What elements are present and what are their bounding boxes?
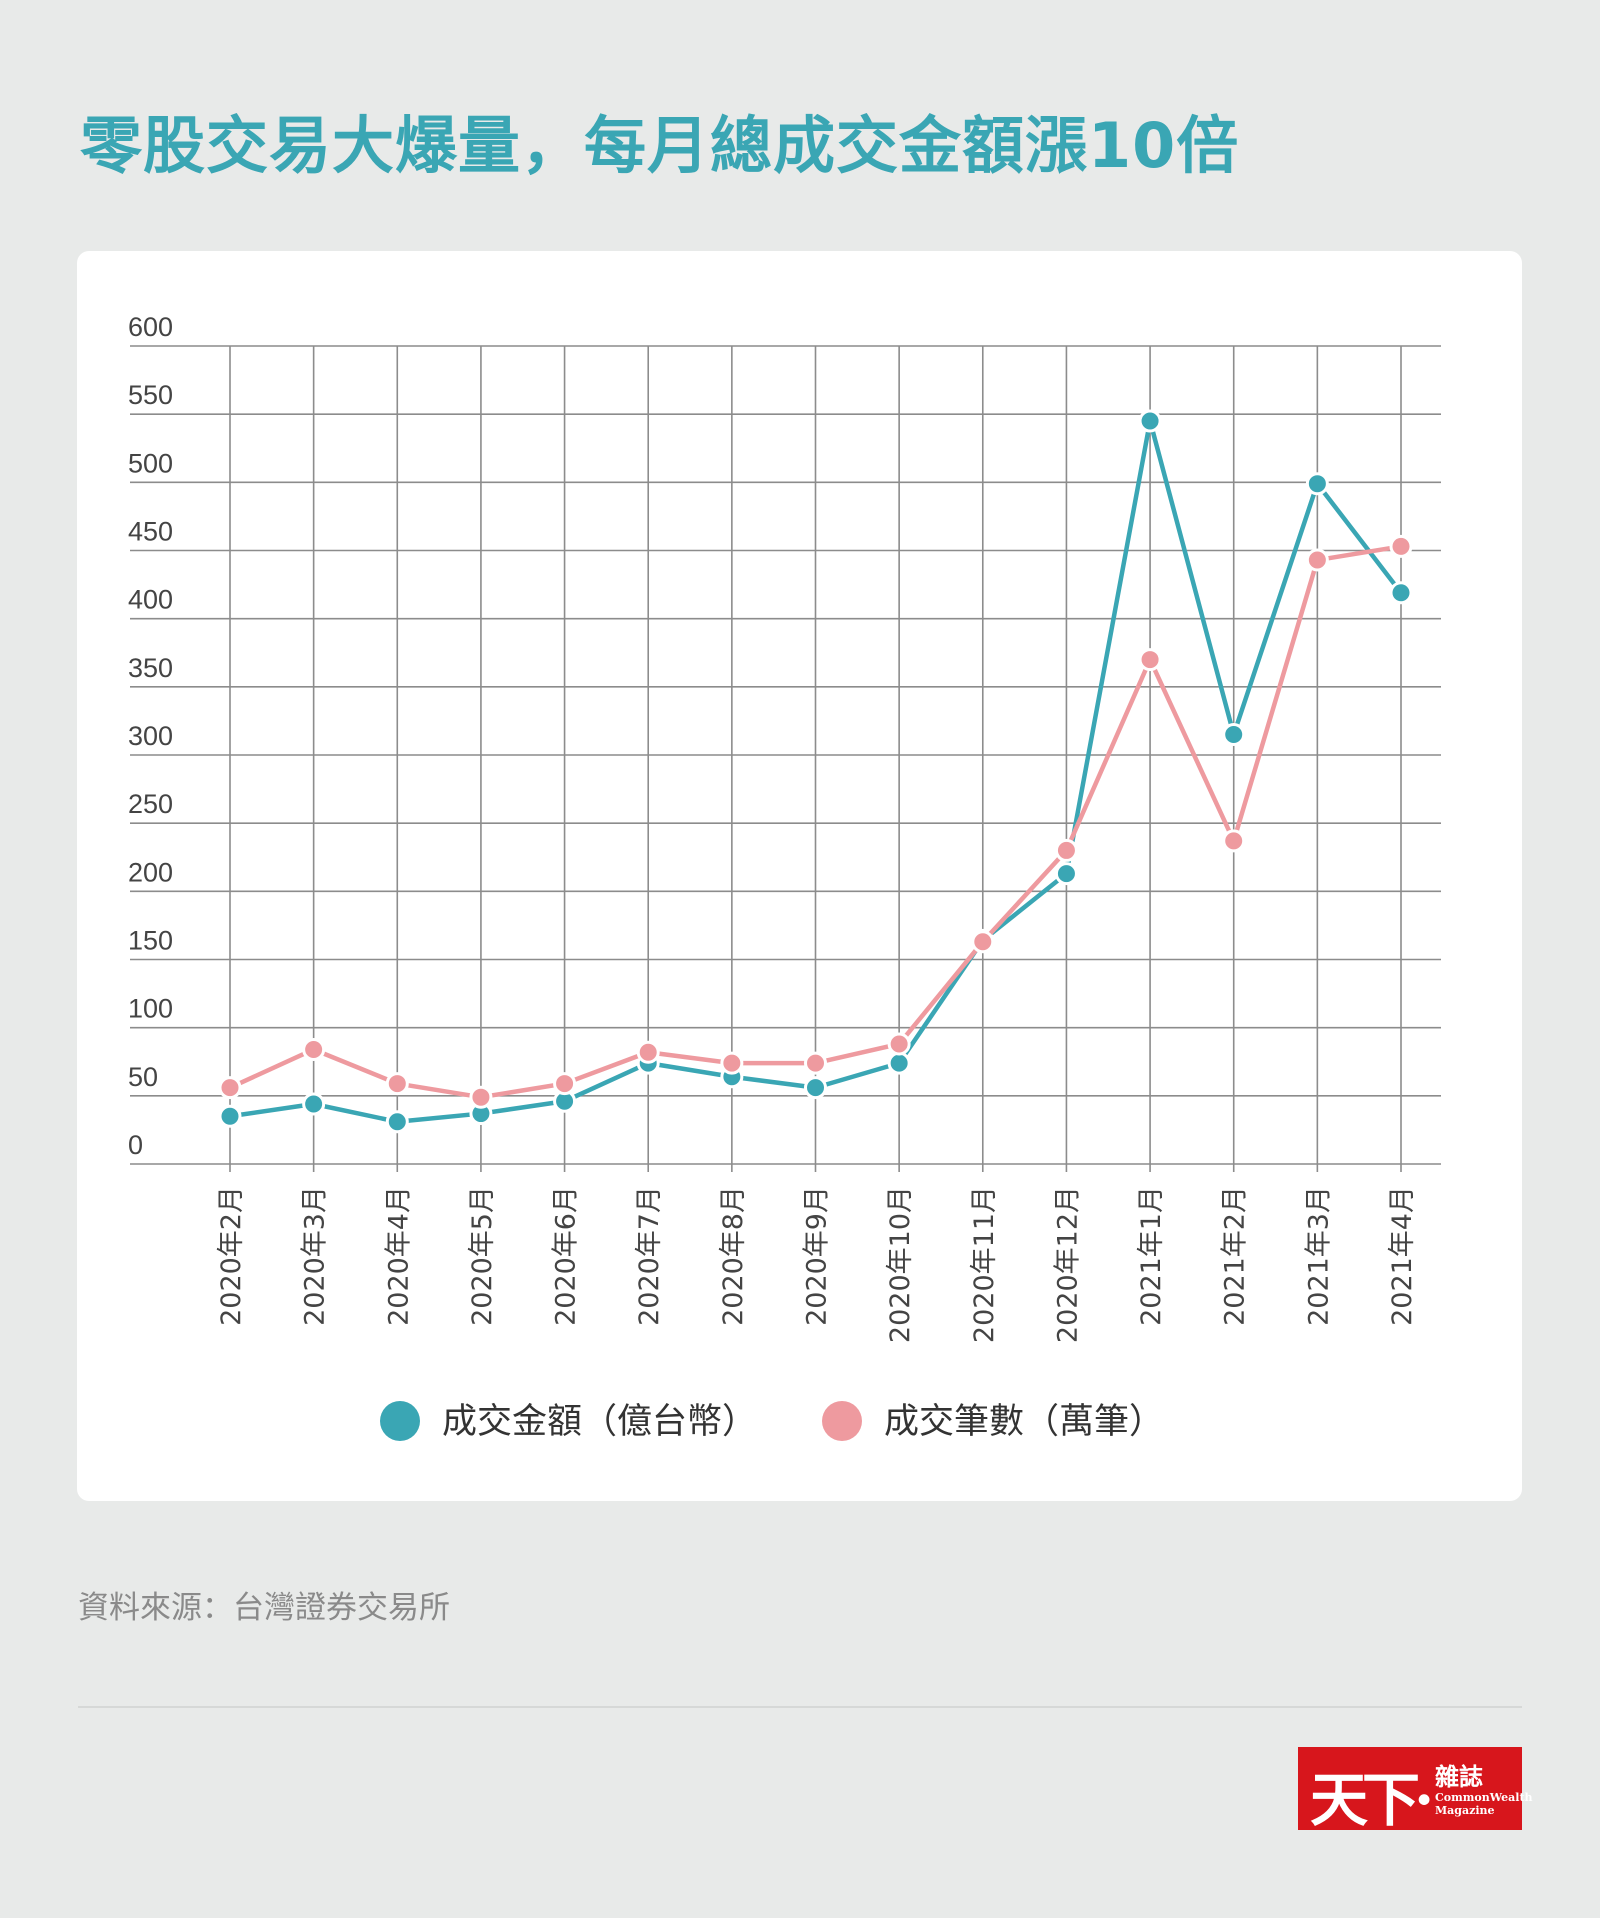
- legend-label: 成交金額（億台幣）: [442, 1402, 757, 1442]
- data-point: [1138, 409, 1162, 433]
- data-point: [720, 1051, 744, 1075]
- data-point: [553, 1072, 577, 1096]
- data-point: [1389, 581, 1413, 605]
- commonwealth-logo: 天下· 雜誌 CommonWealth Magazine: [1298, 1747, 1533, 1834]
- data-point: [887, 1051, 911, 1075]
- x-tick-label: 2020年12月: [1052, 1186, 1083, 1343]
- x-tick-label: 2020年11月: [969, 1186, 1000, 1343]
- y-tick-label: 400: [128, 585, 173, 615]
- x-tick-label: 2020年3月: [300, 1186, 331, 1326]
- source-note: 資料來源：台灣證券交易所: [78, 1590, 450, 1626]
- data-point: [1305, 548, 1329, 572]
- data-point: [385, 1072, 409, 1096]
- x-tick-label: 2020年9月: [802, 1186, 833, 1326]
- x-tick-label: 2020年2月: [216, 1186, 247, 1326]
- data-point: [1305, 472, 1329, 496]
- data-point: [804, 1076, 827, 1100]
- legend-swatch: [822, 1401, 862, 1441]
- y-tick-label: 300: [128, 721, 173, 751]
- y-tick-label: 600: [128, 312, 173, 342]
- y-tick-label: 500: [128, 448, 173, 478]
- y-tick-label: 150: [128, 926, 173, 956]
- data-point: [1054, 838, 1078, 862]
- divider: [78, 1706, 1522, 1708]
- x-tick-label: 2021年1月: [1136, 1186, 1167, 1326]
- x-tick-label: 2020年5月: [467, 1186, 498, 1326]
- data-point: [385, 1110, 409, 1134]
- legend-swatch: [380, 1401, 420, 1441]
- x-tick-label: 2021年2月: [1220, 1186, 1251, 1326]
- line-chart: 0 50 100 150 200 250 300 350 400 450 500 550 600 2020…: [128, 312, 1441, 1442]
- data-point: [1222, 723, 1246, 747]
- data-point: [218, 1076, 242, 1100]
- y-tick-label: 550: [128, 380, 173, 410]
- y-tick-label: 200: [128, 857, 173, 887]
- data-point: [636, 1040, 660, 1064]
- x-tick-label: 2020年6月: [551, 1186, 582, 1326]
- data-point: [1054, 862, 1078, 886]
- data-point: [1389, 534, 1413, 558]
- y-tick-label: 50: [128, 1062, 158, 1092]
- x-tick-label: 2020年7月: [634, 1186, 665, 1326]
- series-1: [218, 534, 1413, 1109]
- y-tick-label: 0: [128, 1130, 143, 1160]
- data-point: [469, 1085, 493, 1109]
- data-point: [218, 1104, 242, 1128]
- x-tick-label: 2020年8月: [718, 1186, 749, 1326]
- data-point: [1222, 829, 1246, 853]
- y-tick-label: 100: [128, 994, 173, 1024]
- data-point: [302, 1092, 326, 1116]
- data-point: [302, 1037, 326, 1061]
- y-tick-label: 350: [128, 653, 173, 683]
- y-tick-label: 450: [128, 517, 173, 547]
- data-point: [1138, 648, 1162, 672]
- page-title: 零股交易大爆量，每月總成交金額漲10倍: [80, 109, 1240, 182]
- chart-card: 0 50 100 150 200 250 300 350 400 450 500 550 600 2020…: [77, 251, 1522, 1501]
- legend-label: 成交筆數（萬筆）: [884, 1402, 1164, 1442]
- y-tick-label: 250: [128, 789, 173, 819]
- data-point: [971, 930, 995, 954]
- x-tick-label: 2020年4月: [383, 1186, 414, 1326]
- data-point: [804, 1051, 827, 1075]
- x-tick-label: 2021年4月: [1387, 1186, 1418, 1326]
- x-tick-label: 2020年10月: [885, 1186, 916, 1343]
- x-tick-label: 2021年3月: [1303, 1186, 1334, 1326]
- data-point: [887, 1032, 911, 1056]
